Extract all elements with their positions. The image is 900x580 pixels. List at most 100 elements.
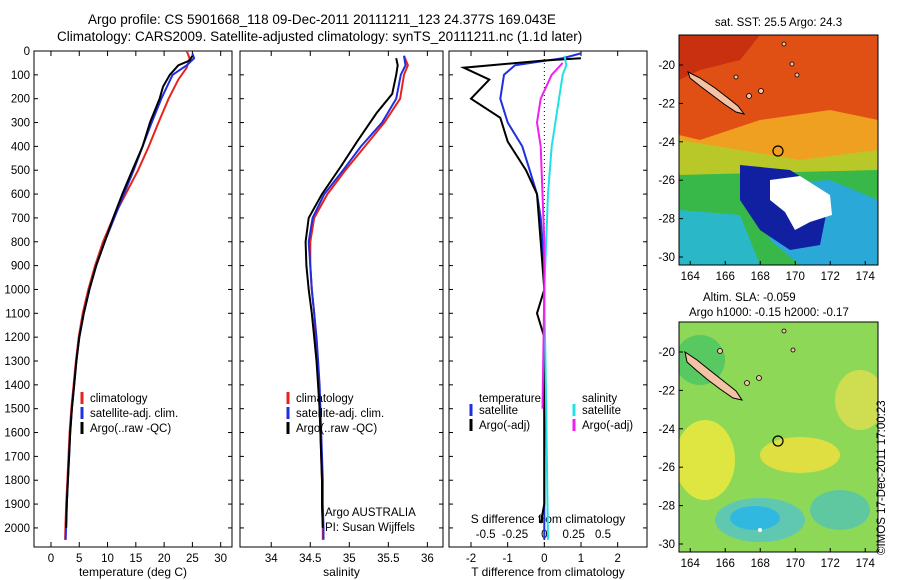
loyalty-island-3 xyxy=(733,74,739,80)
legend-title-salinity: salinity xyxy=(582,393,617,405)
map-y-label: -20 xyxy=(658,60,675,72)
y-tick-label: 800 xyxy=(11,237,30,249)
sla-yellow-blob-2 xyxy=(760,437,840,473)
map-y-label: -24 xyxy=(658,424,675,436)
y-tick-label: 1900 xyxy=(4,499,30,511)
map-x-label: 164 xyxy=(681,271,701,283)
sla-yellow-blob-1 xyxy=(679,420,735,500)
x-tick-label: 0 xyxy=(541,553,547,565)
legend-label: satellite xyxy=(582,405,621,417)
loyalty-island-2-3 xyxy=(717,348,723,354)
x-axis-label: salinity xyxy=(323,565,360,579)
sla-yellow-blob-3 xyxy=(835,370,878,430)
profile-panel-1: 0 5 10 15 20 25 300100200300400500600700800900… xyxy=(4,46,233,579)
sst-missing-data xyxy=(770,176,832,230)
vanuatu-island-2 xyxy=(789,61,795,67)
map-x-label: 166 xyxy=(716,271,735,283)
x-axis-label: temperature (deg C) xyxy=(79,565,187,579)
x-tick-label: 1 xyxy=(578,553,584,565)
map-y-label: -28 xyxy=(658,501,675,513)
map-y-label: -30 xyxy=(658,252,675,264)
sst-cyan-left xyxy=(679,210,760,265)
x-tick-label: 35.5 xyxy=(377,553,399,565)
x-tick-label: 34 xyxy=(265,553,278,565)
y-tick-label: 1500 xyxy=(4,404,30,416)
sla-cyan-blob xyxy=(730,506,780,530)
map-y-label: -20 xyxy=(658,347,675,359)
y-tick-label: 400 xyxy=(11,141,30,153)
series-line xyxy=(499,52,582,540)
loyalty-island-2 xyxy=(758,88,764,94)
x-tick-label: 30 xyxy=(214,553,227,565)
new-caledonia-land xyxy=(687,71,746,115)
sla-map xyxy=(678,321,879,553)
x-tick-label: 20 xyxy=(158,553,171,565)
map-axes-1: 164 166 168 170 172 174 -20 -22 -24 -26 -28 -30 sat.… xyxy=(658,17,875,283)
figure-title-line2: Climatology: CARS2009. Satellite-adjuste… xyxy=(57,29,583,44)
legend-label: satellite-adj. clim. xyxy=(90,408,178,420)
top-tick-label: 0.25 xyxy=(562,529,584,541)
x-tick-label: 36 xyxy=(421,553,434,565)
series-line xyxy=(304,57,399,528)
legend-label: Argo(-adj) xyxy=(479,420,530,432)
sla-map-frame xyxy=(678,321,879,553)
series-line xyxy=(535,62,564,409)
argo-position-marker-2 xyxy=(772,435,784,447)
vanuatu-island-2-1 xyxy=(781,328,787,334)
panel-frame xyxy=(448,50,648,548)
map-title-line2: Argo h1000: -0.15 h2000: -0.17 xyxy=(689,307,849,319)
map-axes-2: 164 166 168 170 172 174 -20 -22 -24 -26 -28 -30 Alti… xyxy=(658,292,875,570)
y-tick-label: 100 xyxy=(11,70,30,82)
legend-label: Argo(..raw -QC) xyxy=(296,423,377,435)
y-tick-label: 1200 xyxy=(4,332,30,344)
top-tick-label: 0.5 xyxy=(595,529,611,541)
legend-title-temperature: temperature xyxy=(479,393,541,405)
legend-label: satellite-adj. clim. xyxy=(296,408,384,420)
series-line xyxy=(459,57,582,524)
y-tick-label: 1300 xyxy=(4,356,30,368)
top-tick-label: -0.5 xyxy=(476,529,496,541)
sst-hot-region xyxy=(679,35,760,80)
sla-white-dot xyxy=(758,528,762,532)
x-tick-label: 35 xyxy=(343,553,356,565)
imos-timestamp: ©IMOS 17-Dec-2011 17:00:23 xyxy=(876,400,888,555)
pi-note: PI: Susan Wijffels xyxy=(325,522,415,534)
vanuatu-island-1 xyxy=(781,41,787,47)
y-tick-label: 1100 xyxy=(5,308,30,320)
map-x-label: 166 xyxy=(716,558,735,570)
vanuatu-island-2-2 xyxy=(790,347,796,353)
y-tick-label: 1000 xyxy=(4,284,30,296)
series-line xyxy=(543,55,568,540)
x-tick-label: -1 xyxy=(503,553,513,565)
x-tick-label: 5 xyxy=(76,553,82,565)
map-y-label: -26 xyxy=(658,175,675,187)
x-tick-label: 0 xyxy=(48,553,54,565)
y-tick-label: 700 xyxy=(11,213,30,225)
map-y-label: -28 xyxy=(658,214,675,226)
map-title: sat. SST: 25.5 Argo: 24.3 xyxy=(715,17,842,29)
x-tick-label: 15 xyxy=(129,553,142,565)
y-tick-label: 0 xyxy=(24,46,30,58)
map-x-label: 168 xyxy=(751,558,770,570)
vanuatu-island-3 xyxy=(794,72,800,78)
x-axis-label: T difference from climatology xyxy=(471,565,625,579)
argo-position-marker xyxy=(772,145,784,157)
top-tick-label: -0.25 xyxy=(502,529,528,541)
x-tick-label: 25 xyxy=(186,553,199,565)
profile-panel-2: 34 34.5 35 35.5 36 salinity climatology satelli… xyxy=(239,50,444,579)
sst-yellow-band xyxy=(679,140,878,180)
map-y-label: -22 xyxy=(658,385,675,397)
y-tick-label: 600 xyxy=(11,189,30,201)
x-tick-label: 2 xyxy=(614,553,620,565)
map-y-label: -24 xyxy=(658,137,675,149)
y-tick-label: 1400 xyxy=(4,380,30,392)
map-title-line1: Altim. SLA: -0.059 xyxy=(703,292,796,304)
map-x-label: 174 xyxy=(856,271,876,283)
legend-label: satellite xyxy=(479,405,518,417)
figure-title-line1: Argo profile: CS 5901668_118 09-Dec-2011… xyxy=(88,12,556,27)
loyalty-island-2-2 xyxy=(756,375,762,381)
sla-teal-blob-2 xyxy=(810,490,870,530)
panel-frame xyxy=(239,50,444,548)
map-x-label: 172 xyxy=(821,558,840,570)
